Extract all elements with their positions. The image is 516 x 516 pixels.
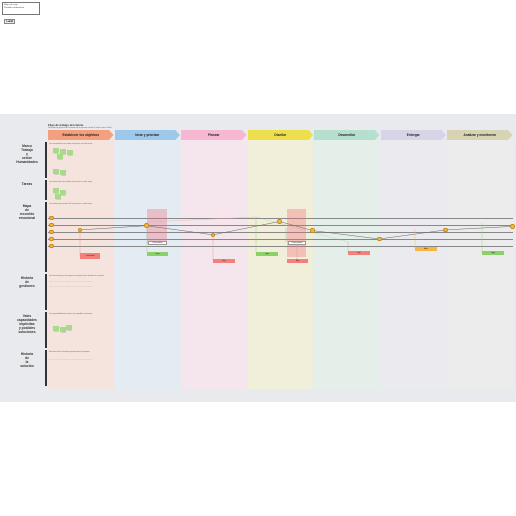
emotion-point[interactable] (310, 228, 316, 233)
lane-note: — — — — — — — — — — — — — — — — — — — (49, 359, 93, 361)
emotion-point[interactable] (277, 219, 282, 224)
lane-note: — — — — — — — — — — — — — — — — — — — (49, 281, 93, 283)
lane-divider (45, 202, 47, 272)
emotion-grid-line (48, 246, 513, 247)
emotion-level-icon (49, 243, 54, 249)
event-card[interactable]: Bajo (213, 259, 235, 263)
lane-divider (45, 350, 47, 386)
emotion-point[interactable] (443, 227, 449, 233)
stage-column (314, 140, 380, 389)
emotion-level-icon (49, 222, 54, 228)
tool-sticky[interactable] (53, 148, 59, 153)
brand-badge[interactable]: Lucid (4, 19, 16, 25)
tool-sticky[interactable] (67, 150, 73, 155)
lane-label: Mapa de recorrido emocional (18, 204, 36, 221)
solution-sticky[interactable] (66, 325, 72, 330)
stage-header[interactable]: Desarrollar (314, 130, 380, 140)
emotion-curve (79, 216, 513, 260)
stage-column (380, 140, 446, 389)
lane-label: Historia de la solución (20, 352, 34, 369)
emotion-grid-line (48, 225, 513, 226)
stage-column (447, 140, 513, 389)
emotion-point[interactable] (376, 236, 382, 242)
event-card[interactable]: Logro (256, 252, 278, 256)
board-title: Flujo de trabajo del cliente (48, 123, 84, 127)
event-card[interactable]: Bajo (287, 259, 308, 263)
lane-divider (45, 274, 47, 310)
event-card[interactable]: Logro (482, 251, 504, 255)
highlight-region (287, 209, 306, 257)
emotion-grid-line (48, 218, 513, 219)
emotion-point[interactable] (509, 224, 515, 229)
task-sticky[interactable] (60, 190, 66, 195)
event-card[interactable]: Bajo (348, 251, 370, 255)
info-line-2: Plantilla colaborativa (4, 6, 25, 9)
stage-header[interactable]: Diseñar (247, 130, 313, 140)
emotion-point[interactable] (77, 227, 83, 233)
task-sticky[interactable] (53, 188, 59, 193)
tool-sticky[interactable] (57, 154, 63, 159)
lane-description: Los niveles emocionales de la persona en… (49, 203, 92, 205)
info-line-1: Mapa de viaje (4, 4, 18, 6)
link-line (146, 216, 257, 223)
stage-column (114, 140, 180, 389)
tool-sticky[interactable] (60, 170, 66, 175)
stage-column (181, 140, 247, 389)
lane-divider (45, 180, 47, 200)
lane-description: Las herramientas que utiliza la persona … (49, 143, 93, 145)
event-card[interactable]: Alerta (415, 247, 437, 251)
lane-label: Marco Trabajo y sector Humanidades (16, 144, 38, 165)
highlight-region (147, 209, 167, 244)
board-subtitle: Descripción general del recorrido de la … (48, 126, 112, 129)
event-card[interactable]: Logro (147, 252, 168, 256)
lane-divider (45, 312, 47, 348)
emotion-level-icon (49, 215, 54, 221)
stage-header[interactable]: Establecer los objetivos (48, 130, 114, 140)
stage-header[interactable]: Idear y priorizar (114, 130, 180, 140)
task-sticky[interactable] (55, 194, 61, 199)
emotion-point[interactable] (144, 223, 149, 228)
stage-column (48, 140, 114, 389)
stage-column (247, 140, 313, 389)
event-card[interactable]: Punto negativo (288, 241, 306, 245)
lane-description: Las interacciones y los puntos de contac… (49, 275, 104, 277)
lane-description: Las oportunidades de mejora y las posibl… (49, 313, 93, 315)
lane-divider (45, 142, 47, 178)
solution-sticky[interactable] (60, 327, 66, 332)
event-card[interactable]: Punto positivo (148, 241, 167, 245)
solution-sticky[interactable] (53, 326, 59, 331)
lane-label: Historia de gestiones (19, 276, 35, 289)
emotion-point[interactable] (210, 232, 216, 238)
link-line (255, 216, 349, 243)
lane-description: Resumen de la solución propuesta para la… (49, 351, 90, 353)
tool-sticky[interactable] (60, 149, 66, 154)
tool-sticky[interactable] (53, 169, 59, 174)
emotion-level-icon (49, 229, 54, 235)
stage-header[interactable]: Planear (181, 130, 247, 140)
journey-map-canvas: Flujo de trabajo del cliente Descripción… (0, 114, 516, 402)
lane-description: Las tareas clave que realiza la persona … (49, 181, 93, 183)
emotion-level-icon (49, 236, 54, 242)
lane-label: Tareas (21, 182, 33, 186)
opportunity-card[interactable]: Oportunidad (80, 253, 100, 259)
lane-note: — — — — — — — — — — — — — — — — — — — (49, 286, 93, 288)
info-box: Mapa de viaje Plantilla colaborativa Luc… (2, 2, 40, 25)
stage-header[interactable]: Entregar (380, 130, 446, 140)
stage-header[interactable]: Analizar y monitorear (447, 130, 513, 140)
emotion-grid-line (48, 232, 513, 233)
lane-label: Vales capacidades implícitas y posibles … (17, 314, 37, 335)
emotion-grid-line (48, 239, 513, 240)
